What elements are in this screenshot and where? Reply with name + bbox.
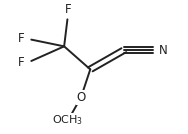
Text: N: N xyxy=(159,44,168,57)
Text: O: O xyxy=(76,91,86,104)
Text: OCH$_3$: OCH$_3$ xyxy=(52,114,83,127)
Text: F: F xyxy=(18,56,25,70)
Text: F: F xyxy=(18,32,25,45)
Text: F: F xyxy=(64,3,71,16)
